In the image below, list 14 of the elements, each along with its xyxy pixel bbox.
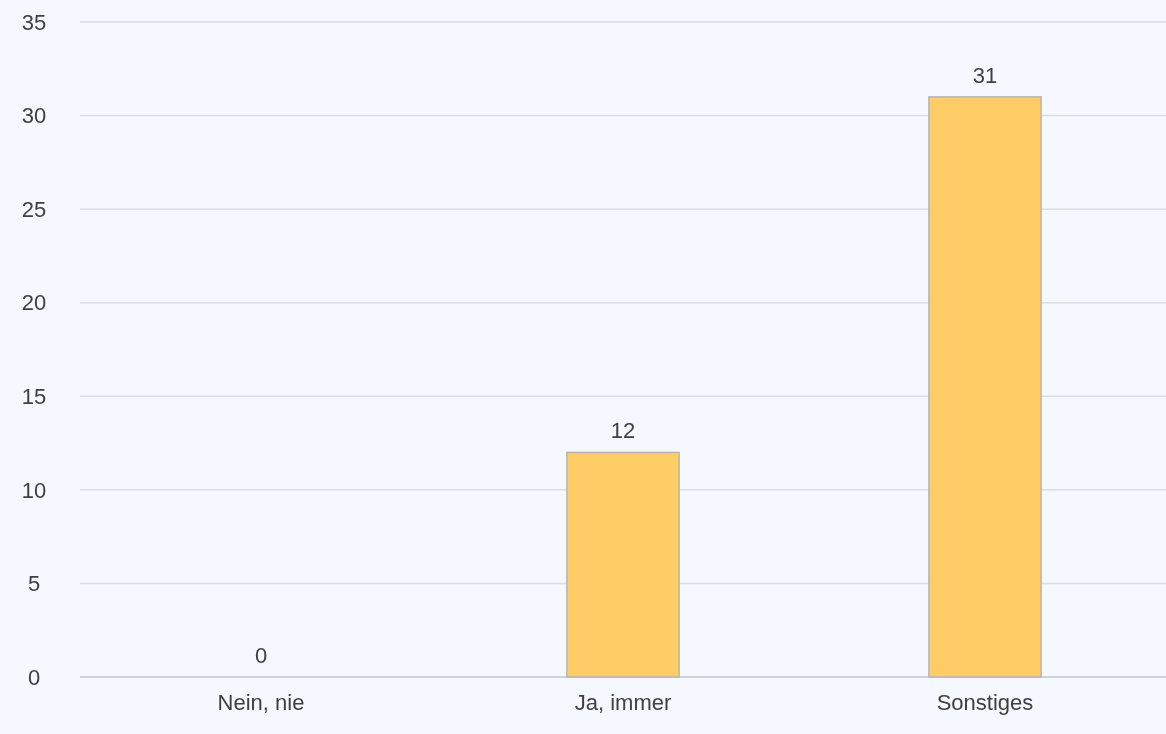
data-label: 0 xyxy=(254,643,268,668)
data-label: 12 xyxy=(610,418,636,444)
x-tick-label: Ja, immer xyxy=(574,690,672,715)
x-tick-label: Nein, nie xyxy=(217,690,305,715)
y-tick-label: 20 xyxy=(21,290,47,316)
y-tick-label: 5 xyxy=(27,571,41,597)
y-tick-label: 0 xyxy=(27,664,41,690)
data-label: 31 xyxy=(972,62,998,88)
y-tick-label: 10 xyxy=(21,477,47,503)
y-tick-label: 15 xyxy=(21,383,47,409)
x-tick-label: Sonstiges xyxy=(936,690,1034,715)
y-tick-label: 35 xyxy=(21,9,47,35)
y-tick-label: 30 xyxy=(21,103,47,129)
y-tick-label: 25 xyxy=(21,196,47,222)
